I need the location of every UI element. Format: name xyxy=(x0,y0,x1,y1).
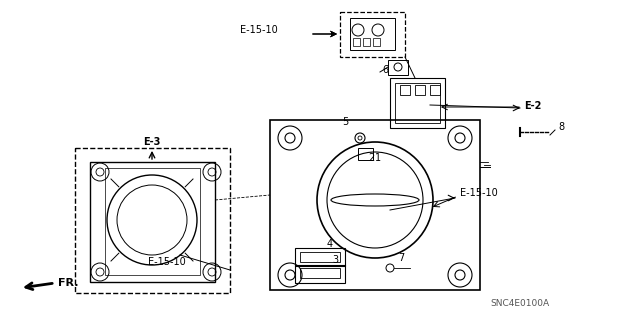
Text: E-15-10: E-15-10 xyxy=(148,257,186,267)
Bar xyxy=(363,38,370,46)
Bar xyxy=(340,12,405,57)
Bar xyxy=(390,78,445,128)
Bar xyxy=(300,252,340,262)
Bar xyxy=(105,168,200,275)
Bar xyxy=(358,148,373,160)
Text: E-3: E-3 xyxy=(143,137,161,147)
Bar xyxy=(350,18,395,50)
Text: 3: 3 xyxy=(332,255,338,265)
Bar xyxy=(295,265,345,283)
Text: 8: 8 xyxy=(558,122,564,132)
Text: FR.: FR. xyxy=(58,278,79,288)
Bar xyxy=(415,85,425,95)
Bar xyxy=(300,268,340,278)
Bar xyxy=(75,148,230,293)
Bar xyxy=(90,162,215,282)
Text: 4: 4 xyxy=(327,239,333,249)
Text: 2: 2 xyxy=(368,153,374,163)
Bar xyxy=(295,248,345,266)
Bar xyxy=(270,120,480,290)
Bar xyxy=(388,60,408,75)
Text: 1: 1 xyxy=(375,153,381,163)
Bar xyxy=(400,85,410,95)
Text: E-2: E-2 xyxy=(524,101,541,111)
Text: E-15-10: E-15-10 xyxy=(240,25,278,35)
Text: 7: 7 xyxy=(398,253,404,263)
Text: E-15-10: E-15-10 xyxy=(460,188,498,198)
Text: 6: 6 xyxy=(382,65,388,75)
Text: 5: 5 xyxy=(342,117,348,127)
Bar xyxy=(353,38,360,46)
Bar xyxy=(395,83,440,123)
Text: SNC4E0100A: SNC4E0100A xyxy=(490,299,549,308)
Bar xyxy=(430,85,440,95)
Bar xyxy=(373,38,380,46)
